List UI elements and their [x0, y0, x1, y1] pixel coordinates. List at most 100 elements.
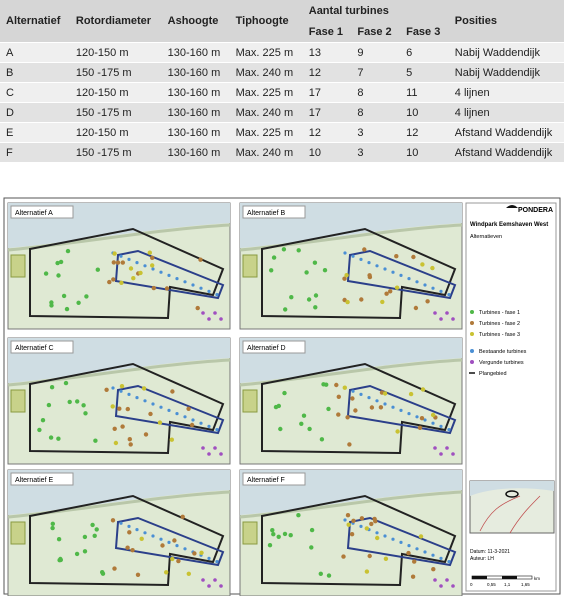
turbine: [388, 289, 393, 294]
turbine: [90, 522, 95, 528]
turbine: [82, 534, 88, 540]
turbine: [55, 260, 60, 266]
turbine: [269, 268, 274, 273]
turbine: [56, 537, 62, 542]
legend-swatch: [470, 349, 474, 353]
inner-area: [114, 516, 225, 567]
turbine: [350, 396, 355, 401]
panel-label: Alternatief E: [15, 477, 53, 484]
permitted-turbine: [433, 311, 437, 315]
hatched-area: [10, 254, 26, 278]
table-cell: Max. 240 m: [229, 142, 303, 162]
existing-turbine: [399, 408, 403, 412]
turbine: [58, 556, 63, 562]
existing-turbine: [383, 534, 387, 538]
table-cell: 7: [351, 62, 401, 83]
turbine: [49, 303, 54, 308]
existing-turbine: [199, 286, 203, 290]
existing-turbine: [423, 283, 427, 287]
table-cell: F: [0, 142, 70, 162]
turbine: [128, 442, 133, 447]
panel-label: Alternatief F: [247, 477, 285, 484]
dike: [7, 223, 231, 252]
existing-turbine: [111, 386, 115, 390]
turbine: [359, 297, 364, 302]
inner-area: [114, 249, 225, 300]
scale-label: 1,1: [504, 582, 511, 587]
turbine: [378, 405, 384, 410]
turbine: [189, 422, 195, 428]
existing-turbine: [351, 389, 355, 393]
legend-swatch: [470, 360, 474, 364]
turbine: [75, 399, 80, 404]
turbine: [141, 386, 147, 391]
table-cell: Nabij Waddendijk: [448, 62, 564, 83]
turbine: [138, 270, 143, 276]
turbine: [394, 254, 399, 259]
existing-turbine: [151, 534, 155, 538]
existing-turbine: [375, 399, 379, 403]
existing-turbine: [135, 261, 139, 265]
legend-label: Turbines - fase 3: [479, 332, 520, 338]
table-cell: 10: [400, 102, 449, 123]
turbine: [276, 534, 281, 539]
turbine: [76, 300, 81, 305]
existing-turbine: [439, 556, 443, 560]
existing-turbine: [439, 289, 443, 293]
existing-turbine: [391, 270, 395, 274]
existing-turbine: [407, 412, 411, 416]
existing-turbine: [431, 553, 435, 557]
turbine: [56, 436, 61, 441]
turbine: [418, 534, 424, 539]
turbine: [135, 572, 141, 577]
table-cell: 130-160 m: [161, 42, 230, 63]
turbine: [408, 391, 414, 397]
permitted-turbine: [451, 584, 455, 588]
author: Auteur: LH: [470, 556, 494, 562]
existing-turbine: [143, 531, 147, 535]
existing-turbine: [415, 415, 419, 419]
permitted-turbine: [445, 311, 449, 315]
legend-swatch: [470, 332, 474, 336]
dike: [7, 358, 231, 387]
existing-turbine: [159, 537, 163, 541]
turbine: [411, 254, 416, 260]
existing-turbine: [119, 389, 123, 393]
turbine: [110, 404, 115, 409]
panel-label: Alternatief A: [15, 210, 53, 217]
turbine: [351, 518, 356, 523]
turbine: [58, 259, 64, 265]
scale-label: 0: [470, 582, 473, 587]
turbine: [299, 421, 304, 426]
permitted-turbine: [201, 578, 205, 582]
turbine: [342, 276, 347, 281]
existing-turbine: [215, 428, 219, 432]
turbine: [349, 532, 355, 537]
turbine: [74, 551, 80, 557]
turbine: [172, 538, 177, 543]
table-cell: Afstand Waddendijk: [448, 122, 564, 143]
turbine: [84, 294, 89, 299]
existing-turbine: [127, 257, 131, 261]
turbine: [100, 570, 105, 575]
turbine: [107, 279, 112, 285]
turbine: [406, 550, 411, 556]
existing-turbine: [135, 396, 139, 400]
permitted-turbine: [207, 452, 211, 456]
existing-turbine: [183, 415, 187, 419]
turbine: [334, 382, 339, 388]
table-cell: 130-160 m: [161, 122, 230, 143]
map-title: Windpark Eemshaven West: [470, 222, 548, 228]
scale-label: 0,55: [487, 582, 496, 587]
turbine: [417, 425, 423, 430]
turbine: [49, 385, 55, 390]
permitted-turbine: [219, 584, 223, 588]
turbine: [322, 268, 328, 273]
table-cell: 130-160 m: [161, 142, 230, 162]
turbine: [170, 556, 175, 562]
turbine: [336, 394, 341, 399]
turbine: [383, 556, 389, 561]
table-cell: A: [0, 42, 70, 63]
existing-turbine: [183, 547, 187, 551]
existing-turbine: [151, 402, 155, 406]
